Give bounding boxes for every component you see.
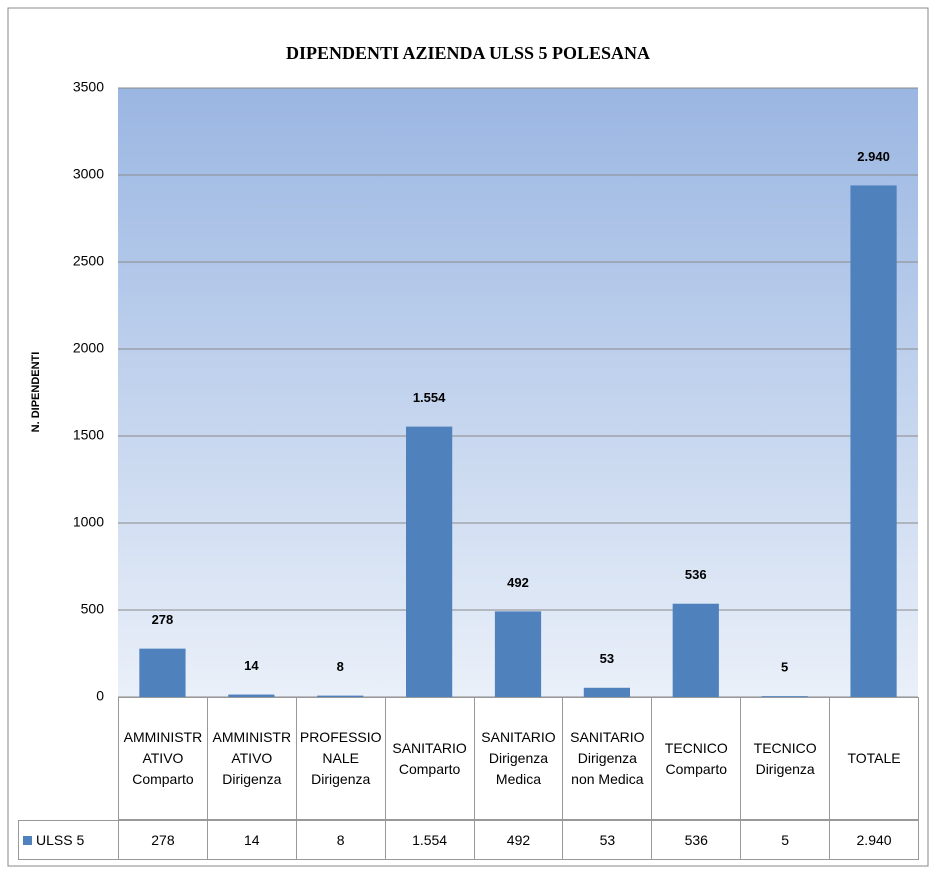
data-label: 14: [244, 658, 259, 673]
table-value: 1.554: [384, 820, 475, 860]
table-value: 14: [206, 820, 297, 860]
bar: [406, 426, 453, 697]
table-value: 5: [740, 820, 831, 860]
legend-swatch: [23, 835, 32, 845]
x-tick-label: SANITARIO Dirigenza Medica: [473, 697, 564, 820]
y-tick-label: 1000: [73, 514, 104, 530]
bar: [583, 687, 630, 697]
y-tick-label: 3000: [73, 166, 104, 182]
table-value: 53: [562, 820, 653, 860]
bar: [761, 696, 808, 697]
x-tick-label: AMMINISTRATIVO Comparto: [118, 697, 208, 820]
y-tick-label: 0: [96, 688, 104, 704]
x-tick-label: SANITARIO Dirigenza non Medica: [562, 697, 653, 820]
table-value: 278: [118, 820, 208, 860]
data-label: 536: [685, 567, 707, 582]
y-tick-label: 3500: [73, 79, 104, 95]
data-label: 8: [337, 659, 344, 674]
data-label: 5: [781, 660, 788, 675]
bar: [494, 611, 542, 697]
plot-area: [118, 88, 918, 697]
y-tick-label: 2500: [73, 253, 104, 269]
x-tick-label: AMMINISTRATIVO Dirigenza: [206, 697, 297, 820]
data-label: 278: [152, 612, 174, 627]
bar: [672, 603, 719, 697]
y-tick-label: 2000: [73, 340, 104, 356]
bar: [139, 648, 186, 697]
x-tick-label: PROFESSIONALE Dirigenza: [295, 697, 386, 820]
bar: [317, 695, 364, 697]
chart-title: DIPENDENTI AZIENDA ULSS 5 POLESANA: [286, 43, 650, 63]
x-tick-label: TECNICO Comparto: [651, 697, 742, 820]
data-label: 1.554: [413, 390, 446, 405]
table-value: 536: [651, 820, 742, 860]
table-value: 2.940: [829, 820, 919, 860]
bar: [228, 694, 275, 697]
bar: [850, 185, 897, 697]
table-value: 492: [473, 820, 564, 860]
y-tick-label: 1500: [73, 427, 104, 443]
data-label: 2.940: [857, 149, 890, 164]
y-tick-label: 500: [81, 601, 105, 617]
data-label: 53: [600, 651, 614, 666]
legend-label: ULSS 5: [36, 831, 85, 848]
x-tick-label: TOTALE: [829, 697, 919, 820]
table-value: 8: [295, 820, 386, 860]
legend-cell: ULSS 5: [18, 820, 119, 860]
x-tick-label: SANITARIO Comparto: [384, 697, 475, 820]
y-axis-label: N. DIPENDENTI: [30, 352, 42, 433]
data-label: 492: [507, 575, 529, 590]
x-tick-label: TECNICO Dirigenza: [740, 697, 831, 820]
